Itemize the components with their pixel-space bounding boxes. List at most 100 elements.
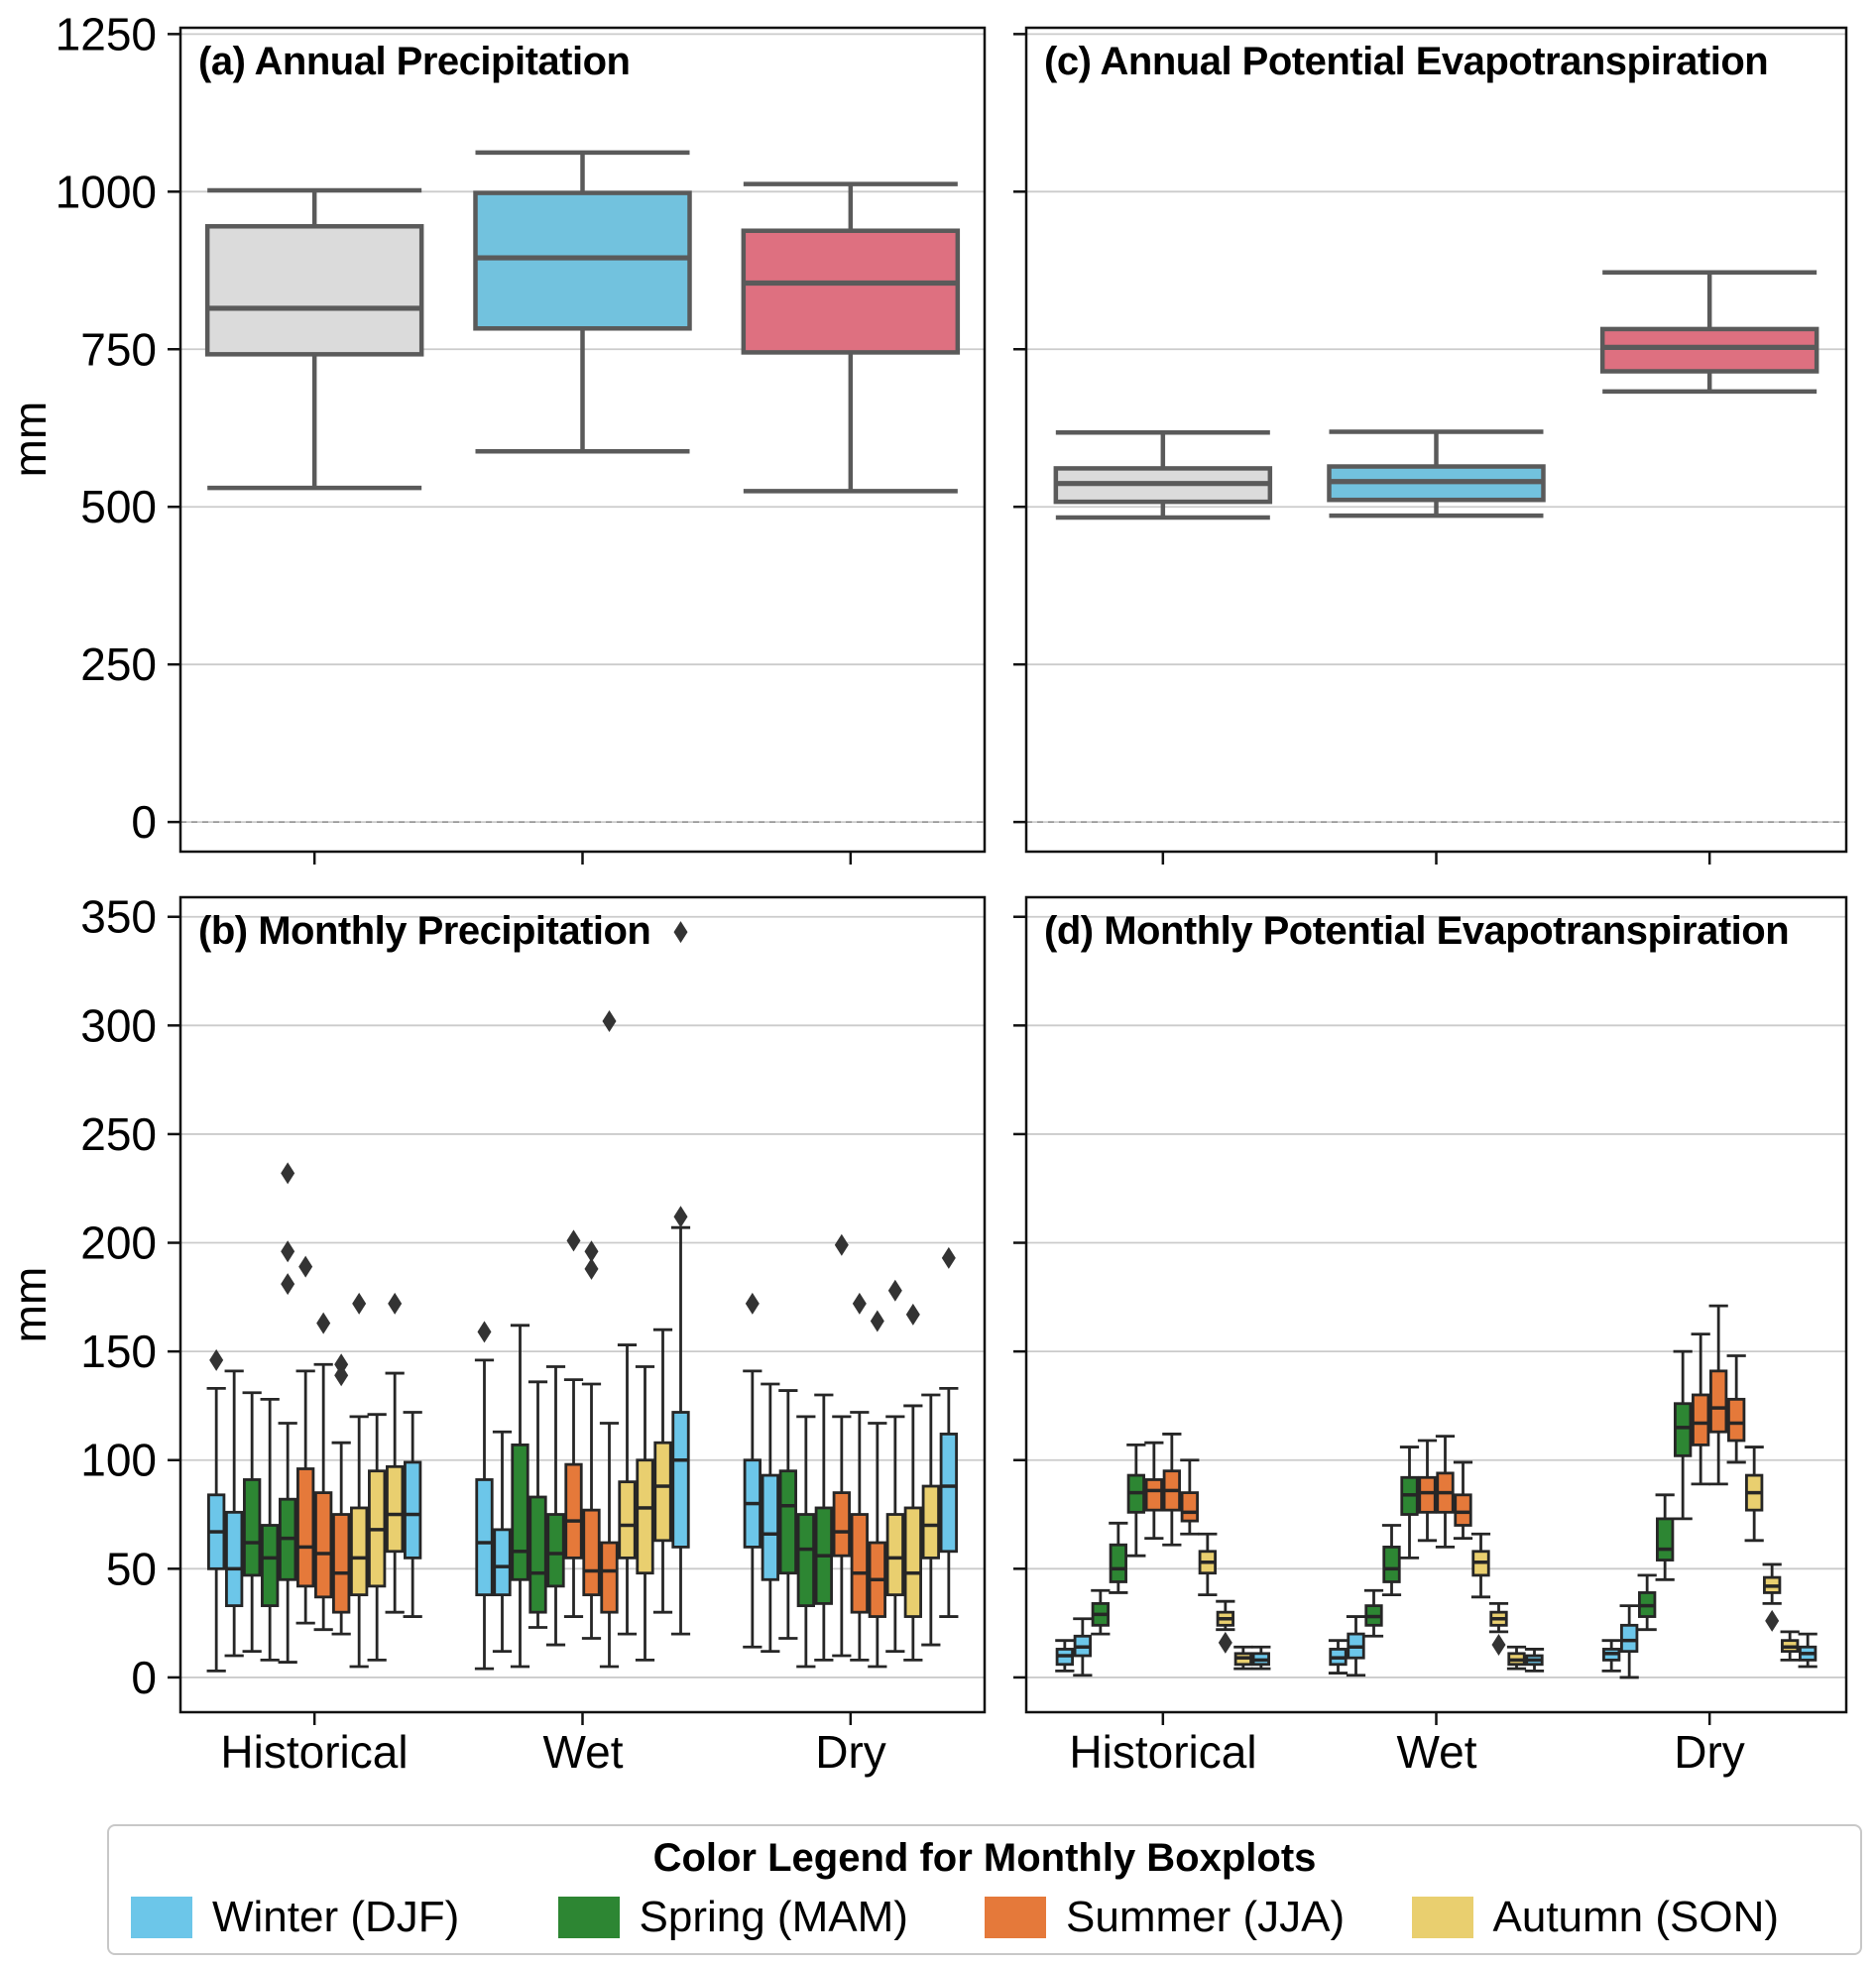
box [386,1464,405,1554]
outlier-diamond [1491,1634,1506,1657]
box [296,1467,315,1588]
y-tick-label: 750 [80,323,157,375]
legend-title: Color Legend for Monthly Boxplots [652,1836,1317,1880]
outlier-diamond [745,1292,760,1315]
outlier-diamond [316,1312,331,1334]
box [475,1478,494,1597]
legend-item-summer: Summer (JJA) [985,1893,1412,1942]
box [903,1506,922,1618]
y-axis-label-bottom: mm [4,1266,56,1343]
box [1180,1491,1199,1523]
outlier-diamond [673,921,688,944]
y-axis-label-top: mm [4,401,56,478]
box [653,1441,672,1543]
box [636,1458,654,1575]
outlier-diamond [870,1310,884,1332]
outlier-diamond [298,1255,313,1278]
x-tick-label-dry: Dry [1674,1726,1745,1778]
y-tick-label: 0 [131,796,157,848]
box [261,1524,280,1607]
box [225,1510,244,1607]
panel-b-title: (b) Monthly Precipitation [198,909,651,953]
box [473,190,692,331]
box [1709,1369,1728,1434]
y-tick-label: 250 [80,638,157,690]
y-tick-label: 1000 [56,166,157,217]
outlier-diamond [281,1162,295,1185]
legend-swatch-autumn [1411,1897,1473,1938]
outlier-diamond [584,1257,599,1280]
box [1692,1393,1710,1446]
x-tick-label-historical: Historical [1069,1726,1257,1778]
y-tick-label: 350 [80,891,157,943]
box [832,1491,851,1558]
outlier-diamond [584,1240,599,1263]
outlier-diamond [941,1246,956,1269]
legend-swatch-summer [985,1897,1046,1938]
box [939,1433,958,1554]
box [332,1513,351,1614]
box [1674,1402,1693,1457]
x-tick-label-wet: Wet [1396,1726,1477,1778]
outlier-diamond [566,1229,581,1252]
box [404,1460,422,1560]
outlier-diamond [281,1273,295,1296]
outlier-diamond [834,1233,849,1256]
y-tick-label: 1250 [56,8,157,59]
box [850,1513,869,1614]
box [600,1541,619,1614]
box [582,1508,601,1597]
box [243,1478,262,1577]
legend-label-winter: Winter (DJF) [212,1893,460,1941]
box [1144,1478,1163,1512]
outlier-diamond [852,1292,867,1315]
box [778,1469,797,1575]
y-tick-label: 250 [80,1108,157,1160]
legend-items: Winter (DJF) Spring (MAM) Summer (JJA) A… [109,1893,1860,1942]
legend-item-spring: Spring (MAM) [557,1893,986,1942]
box [671,1411,690,1549]
box [741,228,961,355]
box [921,1484,940,1560]
legend-label-spring: Spring (MAM) [639,1893,908,1941]
x-tick-label-historical: Historical [220,1726,409,1778]
outlier-diamond [209,1348,224,1371]
x-tick-label-dry: Dry [815,1726,886,1778]
outlier-diamond [281,1240,295,1263]
box [1620,1623,1639,1654]
outlier-diamond [1218,1631,1232,1654]
outlier-diamond [887,1279,902,1302]
box [1599,326,1819,374]
y-tick-label: 100 [80,1435,157,1486]
outlier-diamond [334,1353,349,1376]
outlier-diamond [602,1009,617,1032]
y-tick-label: 50 [106,1543,157,1594]
legend-item-winter: Winter (DJF) [131,1893,558,1942]
legend: Color Legend for Monthly Boxplots Winter… [107,1824,1862,1955]
y-tick-label: 150 [80,1326,157,1377]
box [1109,1543,1127,1583]
outlier-diamond [388,1292,403,1315]
legend-item-autumn: Autumn (SON) [1411,1893,1839,1942]
box [761,1473,779,1581]
box [511,1443,529,1581]
outlier-diamond [352,1292,367,1315]
box [1418,1475,1437,1514]
y-tick-label: 300 [80,999,157,1051]
x-tick-label-wet: Wet [542,1726,624,1778]
panel-d-title: (d) Monthly Potential Evapotranspiration [1044,909,1790,953]
legend-swatch-winter [131,1897,192,1938]
box [885,1513,904,1597]
box [1727,1397,1746,1443]
outlier-diamond [905,1303,920,1326]
box [204,224,424,357]
box [564,1462,583,1560]
box [1382,1546,1401,1583]
box [528,1495,547,1614]
panel-c-title: (c) Annual Potential Evapotranspiration [1044,40,1769,83]
legend-swatch-spring [557,1897,620,1938]
y-tick-label: 0 [131,1652,157,1703]
box [314,1491,333,1599]
